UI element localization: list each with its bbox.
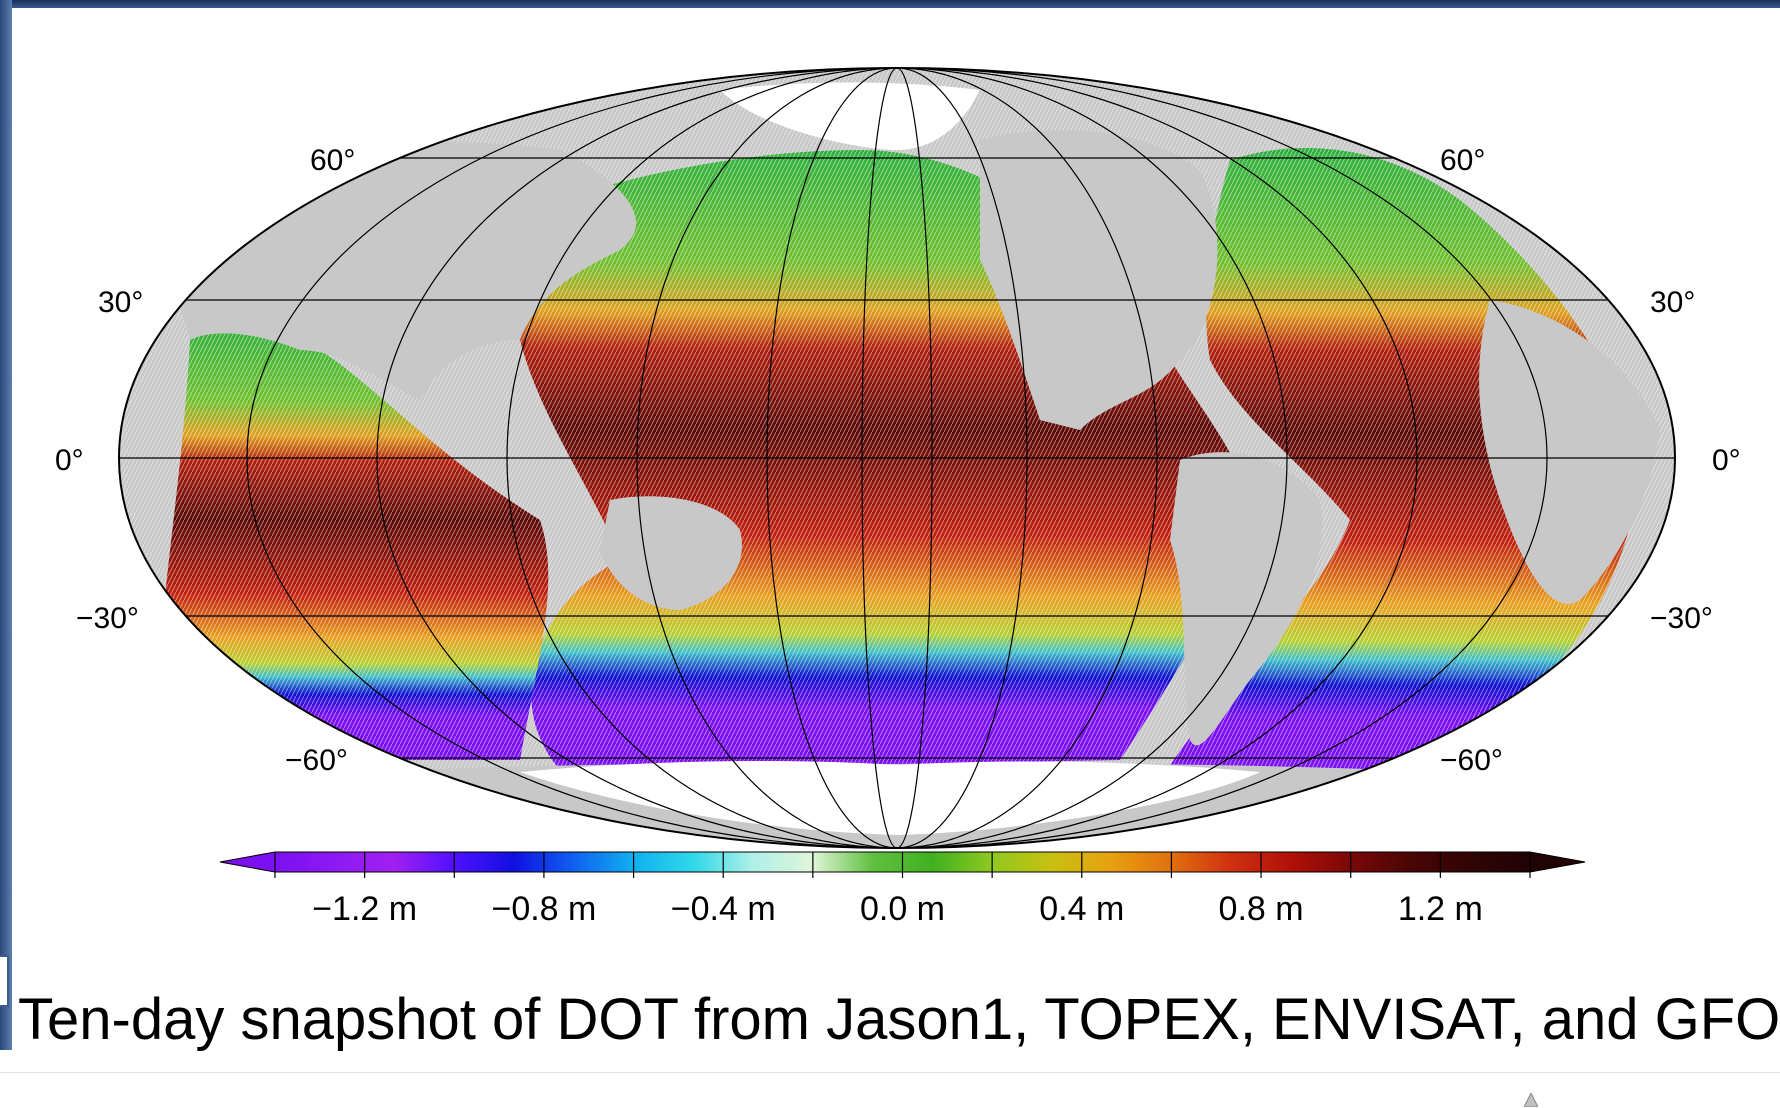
globe-outline [118,67,1676,849]
colorbar-outline [219,851,1586,873]
colorbar-tick-label: 1.2 m [1398,890,1483,928]
lat-label-60-left: 60° [310,144,355,177]
ocean-track-speckle [119,68,1675,848]
lat-label-60-right: 60° [1440,144,1485,177]
colorbar: −1.2 m −0.8 m −0.4 m 0.0 m 0.4 m 0.8 m 1.2 m [219,851,1586,928]
colorbar-tick-label: 0.0 m [860,890,945,928]
antarctic-ice [520,760,1260,835]
colorbar-tick-label: −0.4 m [671,890,776,928]
colorbar-tick-label: 0.8 m [1219,890,1304,928]
australia-land [600,496,742,610]
lat-label-m30-left: −30° [76,602,139,635]
dot-map-figure: 60° 60° 30° 30° 0° 0° −30° −30° −60° −60… [55,67,1741,928]
slide-frame-left [0,0,12,1050]
colorbar-extend-min [220,852,275,872]
ocean-field [119,68,1675,848]
slide-placeholder-edge [0,955,9,1007]
arctic-ice [720,82,980,150]
colorbar-tick-label: 0.4 m [1039,890,1124,928]
africa-land [1479,300,1660,604]
colorbar-extend-max [1530,852,1585,872]
lat-label-m60-right: −60° [1440,744,1503,777]
lat-label-m30-right: −30° [1650,602,1713,635]
colorbar-tick-label: −0.8 m [491,890,596,928]
slide-footer-strip [0,1072,1780,1108]
lat-label-0-right: 0° [1712,444,1741,477]
colorbar-tick-label: −1.2 m [312,890,417,928]
lat-label-0-left: 0° [55,444,84,477]
lat-label-30-left: 30° [98,286,143,319]
north-america-land [980,130,1218,430]
lat-label-m60-left: −60° [285,744,348,777]
south-america-land [1170,452,1322,746]
cursor-arrow-icon [1524,1093,1538,1107]
figure-caption: Ten-day snapshot of DOT from Jason1, TOP… [18,987,1780,1052]
slide-frame-top [0,0,1780,8]
lat-label-30-right: 30° [1650,286,1695,319]
